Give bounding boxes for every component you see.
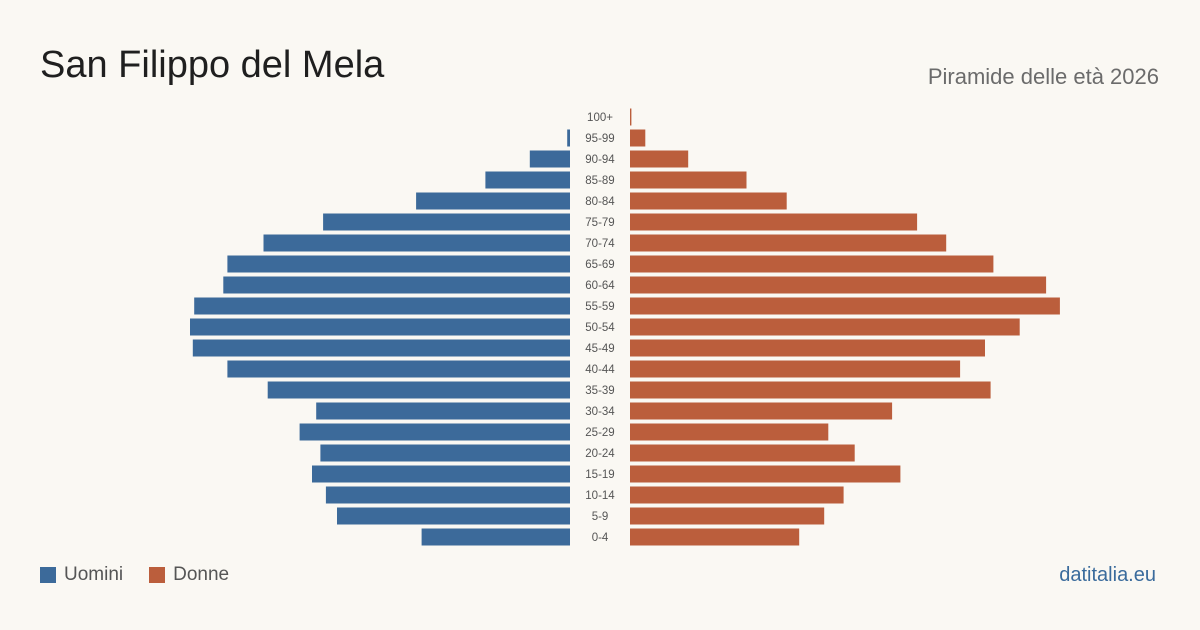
age-label-95-99: 95-99 — [585, 133, 614, 145]
bar-men-60-64 — [223, 276, 571, 294]
age-label-0-4: 0-4 — [592, 532, 609, 544]
bar-men-55-59 — [194, 297, 570, 315]
bar-women-30-34 — [630, 402, 893, 420]
age-label-15-19: 15-19 — [585, 469, 614, 481]
age-label-40-44: 40-44 — [585, 364, 615, 376]
bar-men-85-89 — [485, 171, 570, 189]
chart-title: San Filippo del Mela — [40, 44, 385, 86]
age-label-50-54: 50-54 — [585, 322, 615, 334]
legend-swatch-men — [40, 567, 56, 583]
bar-women-40-44 — [630, 360, 961, 378]
age-label-75-79: 75-79 — [585, 217, 614, 229]
bar-women-75-79 — [630, 213, 918, 231]
legend-swatch-women — [149, 567, 166, 583]
bar-men-50-54 — [190, 318, 570, 336]
age-label-10-14: 10-14 — [585, 490, 615, 502]
bar-men-70-74 — [263, 234, 570, 252]
bar-women-5-9 — [630, 507, 825, 525]
bar-women-85-89 — [630, 171, 747, 189]
bar-women-80-84 — [630, 192, 787, 210]
bar-men-15-19 — [312, 465, 570, 483]
bar-women-70-74 — [630, 234, 947, 252]
legend-item-women: Donne — [149, 564, 229, 586]
age-label-70-74: 70-74 — [585, 238, 615, 250]
age-label-25-29: 25-29 — [585, 427, 614, 439]
bar-women-55-59 — [630, 297, 1060, 315]
bar-women-100+ — [630, 108, 632, 126]
chart-subtitle: Piramide delle età 2026 — [927, 64, 1159, 89]
bar-women-0-4 — [630, 528, 800, 546]
bar-men-80-84 — [416, 192, 570, 210]
bar-men-40-44 — [227, 360, 570, 378]
bar-men-35-39 — [267, 381, 570, 399]
age-label-30-34: 30-34 — [585, 406, 615, 418]
bar-women-25-29 — [630, 423, 829, 441]
age-label-65-69: 65-69 — [585, 259, 614, 271]
legend-label-women: Donne — [173, 564, 230, 585]
age-label-80-84: 80-84 — [585, 196, 615, 208]
bar-men-10-14 — [325, 486, 570, 504]
bar-women-95-99 — [630, 129, 646, 147]
age-label-45-49: 45-49 — [585, 343, 614, 355]
bar-men-95-99 — [567, 129, 570, 147]
bar-women-45-49 — [630, 339, 985, 357]
age-label-35-39: 35-39 — [585, 385, 614, 397]
age-label-60-64: 60-64 — [585, 280, 615, 292]
bar-women-65-69 — [630, 255, 994, 273]
bar-women-50-54 — [630, 318, 1020, 336]
brand-link[interactable]: datitalia.eu — [1059, 564, 1156, 586]
bar-men-30-34 — [316, 402, 570, 420]
age-label-20-24: 20-24 — [585, 448, 615, 460]
legend-item-men: Uomini — [40, 564, 123, 586]
age-label-55-59: 55-59 — [585, 301, 614, 313]
bar-men-75-79 — [323, 213, 570, 231]
bar-men-25-29 — [299, 423, 570, 441]
age-label-90-94: 90-94 — [585, 154, 615, 166]
bar-men-0-4 — [421, 528, 570, 546]
bar-men-90-94 — [529, 150, 570, 168]
age-label-100+: 100+ — [587, 112, 613, 124]
legend-label-men: Uomini — [64, 564, 124, 585]
bar-men-20-24 — [320, 444, 570, 462]
bar-women-90-94 — [630, 150, 689, 168]
age-label-5-9: 5-9 — [592, 511, 609, 523]
bar-women-20-24 — [630, 444, 855, 462]
bar-women-15-19 — [630, 465, 901, 483]
bar-women-60-64 — [630, 276, 1047, 294]
bar-men-45-49 — [192, 339, 571, 357]
bar-women-10-14 — [630, 486, 844, 504]
bar-women-35-39 — [630, 381, 991, 399]
bar-men-5-9 — [337, 507, 570, 525]
bar-men-65-69 — [227, 255, 570, 273]
legend: Uomini Donne — [40, 564, 255, 586]
age-label-85-89: 85-89 — [585, 175, 614, 187]
